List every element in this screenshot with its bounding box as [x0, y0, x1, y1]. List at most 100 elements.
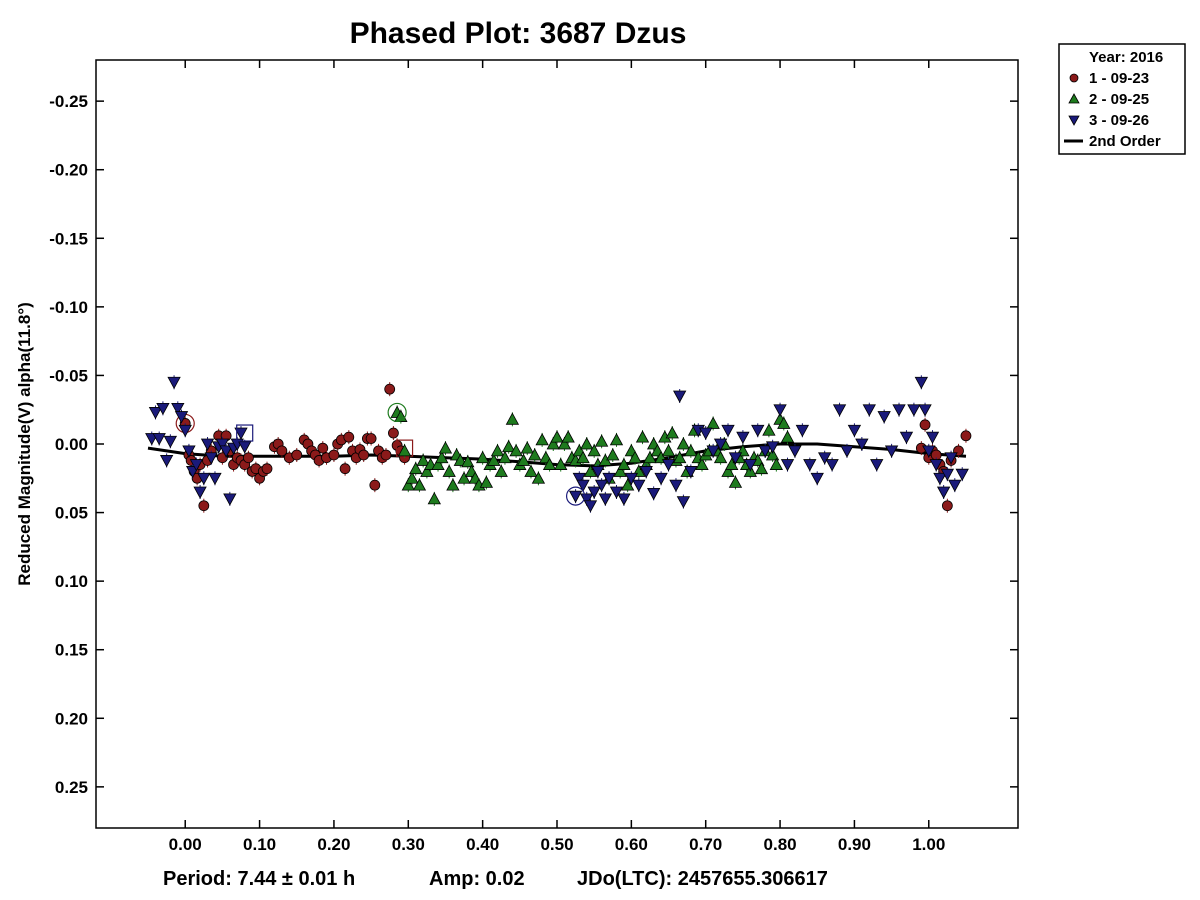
- data-point: [388, 427, 399, 439]
- data-point: [542, 457, 557, 470]
- legend-entry: 2 - 09-25: [1068, 91, 1149, 108]
- data-point: [568, 490, 583, 503]
- data-point: [594, 479, 609, 492]
- reference-point-box: [236, 424, 254, 442]
- data-point: [884, 445, 899, 458]
- data-point: [877, 411, 891, 424]
- x-axis: 0.00 0.10 0.20 0.30 0.40 0.50 0.60 0.70 0.80 0.90…: [169, 60, 945, 854]
- data-point: [200, 438, 215, 451]
- y-tick-label: 0.20: [55, 709, 88, 728]
- data-point: [416, 453, 430, 466]
- data-point: [276, 445, 288, 457]
- data-point: [609, 486, 624, 499]
- data-point: [446, 478, 460, 491]
- y-axis: -0.25 -0.20 -0.15 -0.10 -0.05 0.00 0.05 0.10 0.1…: [49, 92, 1018, 797]
- legend-marker: [1069, 73, 1079, 83]
- data-point: [676, 437, 691, 450]
- y-axis-label: Reduced Magnitude(V) alpha(11.8°): [15, 302, 34, 586]
- data-point: [520, 441, 534, 454]
- legend-frame: [1058, 43, 1186, 155]
- data-point: [803, 459, 817, 472]
- data-point: [725, 457, 739, 470]
- data-point: [754, 461, 769, 475]
- data-point: [907, 404, 921, 417]
- y-tick-label: -0.05: [49, 366, 88, 385]
- legend-entry: 1 - 09-23: [1069, 70, 1149, 87]
- data-point: [918, 404, 932, 417]
- data-point: [773, 404, 787, 417]
- legend-marker: [1068, 115, 1080, 126]
- data-point: [661, 459, 676, 472]
- data-point: [223, 493, 237, 506]
- data-point: [204, 452, 218, 465]
- x-tick-label: 1.00: [912, 835, 945, 854]
- data-point: [847, 424, 862, 438]
- data-point: [899, 431, 914, 444]
- data-point: [339, 463, 351, 475]
- data-point: [721, 424, 735, 438]
- data-point: [572, 472, 586, 486]
- data-point: [713, 450, 728, 464]
- data-point: [501, 439, 516, 453]
- data-point: [728, 452, 743, 465]
- data-point: [587, 486, 601, 499]
- data-point: [431, 457, 445, 470]
- y-tick-label: -0.15: [49, 229, 88, 248]
- data-point: [728, 475, 743, 488]
- data-point: [684, 444, 698, 457]
- period-text: Period: 7.44 ± 0.01 h: [163, 868, 355, 890]
- data-point: [795, 424, 810, 438]
- data-point: [788, 445, 802, 458]
- data-point: [208, 472, 222, 486]
- data-point: [654, 472, 668, 486]
- data-point: [193, 486, 207, 499]
- data-point: [174, 411, 189, 424]
- jdo-text: JDo(LTC): 2457655.306617: [577, 868, 828, 890]
- data-point: [780, 430, 795, 443]
- data-point: [535, 433, 549, 446]
- data-point: [669, 479, 683, 492]
- data-point: [550, 430, 564, 443]
- data-point: [291, 449, 303, 461]
- data-point: [617, 493, 631, 506]
- data-point: [765, 441, 780, 454]
- data-point: [892, 404, 906, 417]
- data-point: [587, 444, 601, 457]
- data-point: [576, 479, 590, 492]
- data-point: [832, 404, 847, 417]
- x-tick-label: 0.00: [169, 835, 202, 854]
- data-point: [546, 437, 560, 450]
- data-point: [624, 472, 639, 486]
- data-point: [706, 416, 720, 429]
- amplitude-text: Amp: 0.02: [429, 868, 525, 890]
- data-point: [684, 466, 698, 479]
- data-point: [198, 500, 210, 512]
- y-tick-label: 0.15: [55, 641, 88, 660]
- data-point: [427, 492, 441, 505]
- data-point: [769, 457, 784, 470]
- data-point: [524, 464, 538, 477]
- series-triangle-down: [145, 375, 969, 513]
- data-point: [412, 478, 427, 491]
- data-point: [583, 464, 598, 477]
- data-point: [591, 466, 605, 479]
- data-point: [442, 464, 456, 477]
- legend-entry: 3 - 09-26: [1068, 112, 1149, 129]
- data-point: [721, 464, 735, 477]
- data-point: [453, 453, 468, 466]
- data-point: [955, 468, 969, 482]
- data-point: [765, 448, 780, 461]
- data-point: [498, 450, 512, 464]
- data-point: [554, 457, 568, 470]
- y-tick-label: 0.00: [55, 435, 88, 454]
- data-point: [925, 431, 940, 444]
- data-point: [825, 459, 839, 472]
- data-point: [948, 479, 962, 492]
- data-point: [810, 472, 824, 486]
- y-tick-label: 0.05: [55, 504, 88, 523]
- data-point: [475, 450, 490, 464]
- data-point: [606, 448, 620, 461]
- data-point: [189, 459, 204, 472]
- x-tick-label: 0.50: [540, 835, 573, 854]
- data-point: [159, 455, 174, 468]
